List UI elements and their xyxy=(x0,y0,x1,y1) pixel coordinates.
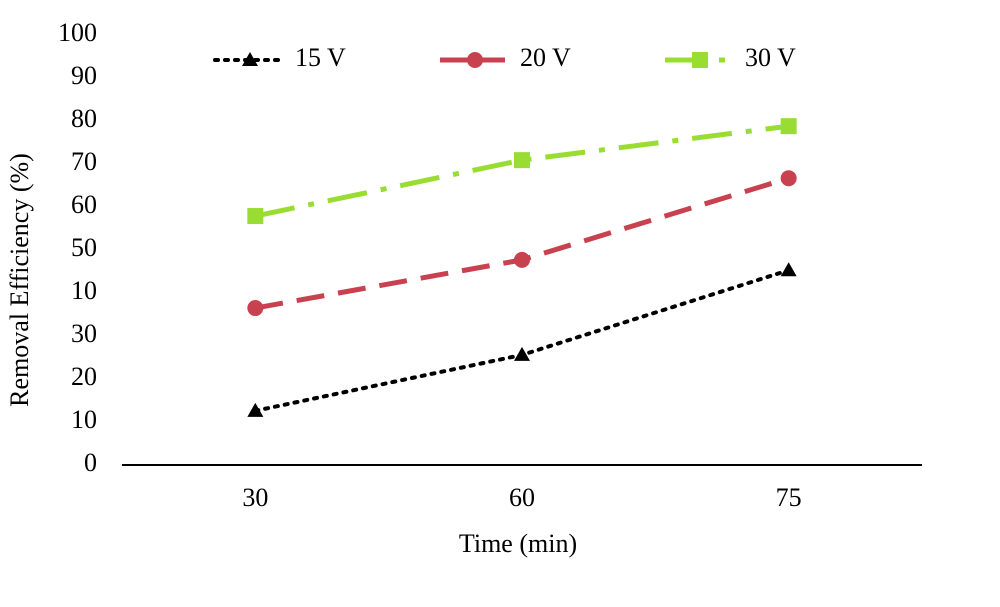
series-line xyxy=(254,123,789,219)
y-tick-label: 30 xyxy=(71,319,97,348)
legend-marker xyxy=(242,52,258,66)
data-point xyxy=(780,118,797,135)
data-point xyxy=(247,402,264,417)
x-tick-label: 75 xyxy=(776,483,802,512)
data-point xyxy=(247,208,264,225)
series-line xyxy=(253,268,791,413)
y-tick-label: 0 xyxy=(84,448,97,477)
y-tick-label: 70 xyxy=(71,147,97,176)
y-tick-label: 50 xyxy=(71,233,97,262)
y-tick-label: 80 xyxy=(71,104,97,133)
legend-label: 15 V xyxy=(295,43,346,72)
y-tick-label: 20 xyxy=(71,362,97,391)
y-tick-label: 10 xyxy=(71,405,97,434)
x-axis-label: Time (min) xyxy=(459,529,577,558)
data-point xyxy=(514,346,530,361)
data-point xyxy=(514,251,530,268)
legend-label: 30 V xyxy=(745,43,796,72)
legend-label: 20 V xyxy=(520,43,571,72)
y-tick-label: 100 xyxy=(58,18,97,47)
y-tick-label: 60 xyxy=(71,190,97,219)
legend-marker xyxy=(467,52,483,68)
y-tick-label: 90 xyxy=(71,61,97,90)
legend-marker xyxy=(692,52,708,68)
y-tick-label: 10 xyxy=(71,276,97,305)
data-point xyxy=(780,262,797,277)
data-point xyxy=(247,300,264,317)
y-axis-label: Removal Efficiency (%) xyxy=(5,153,34,407)
data-point xyxy=(514,152,530,169)
data-point xyxy=(780,170,797,187)
x-tick-label: 60 xyxy=(509,483,535,512)
x-tick-label: 30 xyxy=(242,483,268,512)
